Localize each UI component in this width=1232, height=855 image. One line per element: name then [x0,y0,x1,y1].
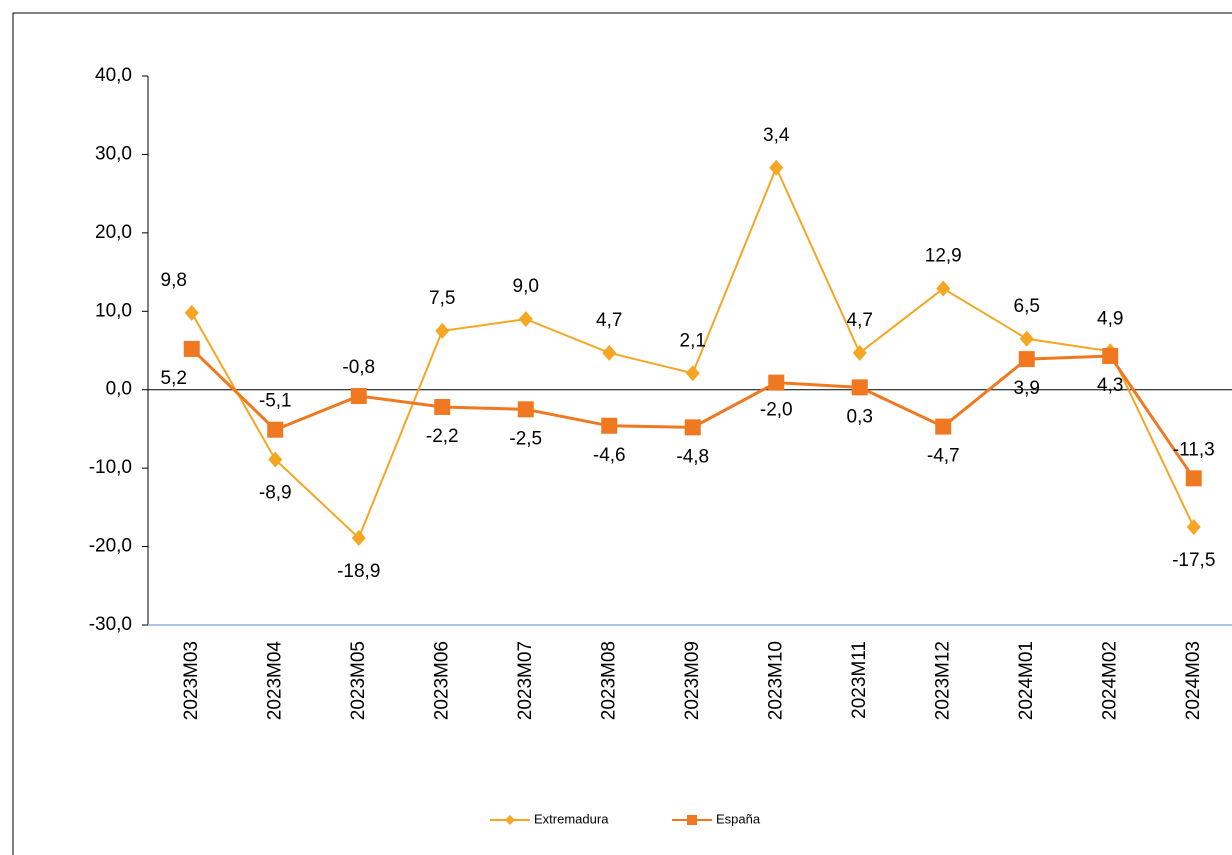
x-tick-label: 2023M06 [431,641,452,720]
data-label: -5,1 [259,391,292,412]
annotation: -2,0 [760,400,793,421]
data-label: 12,9 [925,246,962,267]
x-tick-label: 2023M12 [932,641,953,720]
legend-marker [687,815,697,825]
point [350,387,367,404]
point [268,451,283,468]
point [935,418,952,435]
y-tick-label: 10,0 [95,300,132,321]
x-tick-label: 2023M07 [515,641,536,720]
data-label: -4,8 [676,446,709,467]
point [852,344,867,361]
data-label: 2,1 [680,330,706,351]
point [1185,470,1202,487]
data-label: -2,2 [426,426,459,447]
point [351,529,366,546]
data-label: -4,7 [927,446,960,467]
point [768,374,785,391]
y-tick-label: 0,0 [106,379,132,400]
x-tick-label: 2023M04 [264,641,285,721]
point [936,280,951,297]
data-label: -11,3 [1173,439,1215,460]
data-label: 4,7 [596,310,622,331]
series-line [190,165,1195,540]
point [518,311,533,328]
data-label: -0,8 [342,357,375,378]
point [267,421,284,438]
point [435,322,450,339]
x-tick-label: 2023M09 [682,641,703,720]
y-tick-label: -10,0 [89,457,132,478]
x-tick-label: 2023M10 [765,641,786,720]
point [602,344,617,361]
point [1019,330,1034,347]
legend-label: Extremadura [534,811,609,826]
data-label: 0,3 [847,406,873,427]
y-tick-label: -30,0 [89,614,132,635]
data-label: 5,2 [161,368,187,389]
point [183,340,200,357]
y-tick-label: -20,0 [89,536,132,557]
x-tick-label: 2023M05 [348,641,369,720]
point [184,304,199,321]
data-label: 6,5 [1014,296,1040,317]
x-tick-label: 2024M01 [1016,641,1037,720]
legend-marker [505,815,515,825]
data-label: 4,9 [1097,308,1123,329]
x-tick-label: 2023M11 [849,641,870,719]
x-tick-label: 2023M03 [181,641,202,720]
point [434,398,451,415]
data-label: 9,0 [513,276,539,297]
data-label: 4,3 [1097,375,1123,396]
point [685,365,700,382]
point [1186,518,1201,535]
point [1102,347,1119,364]
data-label: -18,9 [337,561,380,582]
data-label: -17,5 [1172,550,1215,571]
y-tick-label: 20,0 [95,222,132,243]
point [851,379,868,396]
point [684,419,701,436]
point [517,401,534,418]
point [601,417,618,434]
legend-label: España [716,811,761,826]
point [769,159,784,176]
y-tick-label: 30,0 [95,143,132,164]
data-label: -2,5 [509,428,542,449]
data-label: 3,9 [1014,378,1040,399]
data-label: -4,6 [593,445,626,466]
data-label: 9,8 [161,270,187,291]
point [1018,351,1035,368]
frame [12,12,1232,855]
data-label: -8,9 [259,483,292,504]
x-tick-label: 2024M03 [1183,641,1204,720]
annotation: 3,4 [763,125,790,146]
x-tick-label: 2023M08 [598,641,619,720]
data-label: 7,5 [429,288,455,309]
data-label: 4,7 [847,310,873,331]
y-tick-label: 40,0 [95,65,132,86]
x-tick-label: 2024M02 [1099,641,1120,720]
